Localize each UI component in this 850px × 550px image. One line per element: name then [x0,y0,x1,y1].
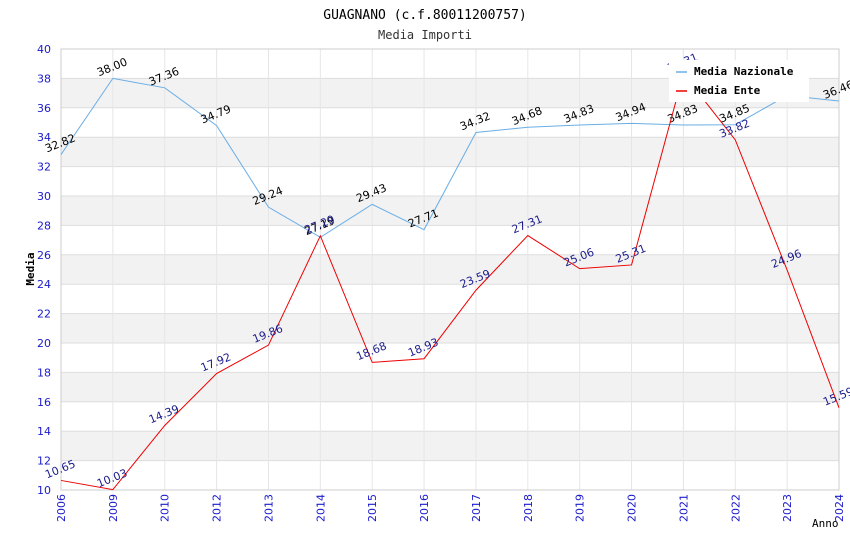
grid-band [61,225,839,255]
grid-band [61,196,839,226]
y-tick-label: 28 [37,219,51,232]
y-tick-label: 40 [37,43,51,56]
grid-band [61,343,839,373]
y-tick-label: 14 [37,425,51,438]
x-tick-label: 2012 [211,494,224,522]
y-tick-label: 24 [37,278,51,291]
y-axis: 10 12 14 16 18 20 22 24 26 28 30 32 34 36 38 40 [37,43,51,497]
y-tick-label: 34 [37,131,51,144]
y-tick-label: 20 [37,337,51,350]
chart-subtitle: Media Importi [378,28,472,42]
x-tick-label: 2023 [781,494,794,522]
x-tick-label: 2009 [107,494,120,522]
x-tick-label: 2010 [159,494,172,522]
legend-label-media-ente: Media Ente [694,84,761,97]
x-tick-label: 2017 [470,494,483,522]
y-tick-label: 32 [37,161,51,174]
x-tick-label: 2014 [314,494,327,522]
grid-band [61,372,839,402]
grid-band [61,284,839,314]
x-tick-label: 2015 [366,494,379,522]
legend-box [669,60,809,102]
y-axis-title: Media [24,252,37,285]
legend-label-media-nazionale: Media Nazionale [694,65,794,78]
x-tick-label: 2021 [677,494,690,522]
y-tick-label: 26 [37,249,51,262]
series-line-media-ente [60,72,840,491]
series-line-media-nazionale [60,77,840,238]
plot-frame [60,48,840,491]
x-tick-label: 2022 [729,494,742,522]
x-tick-label: 2020 [626,494,639,522]
y-tick-label: 16 [37,396,51,409]
x-axis-title: Anno [812,517,839,530]
grid-band [61,313,839,343]
x-tick-label: 2013 [262,494,275,522]
grid-band [61,107,839,138]
y-tick-label: 12 [37,455,51,468]
x-tick-label: 2006 [55,494,68,522]
y-tick-label: 18 [37,366,51,379]
plot-background-bands [60,48,840,491]
grid-band [61,137,839,167]
x-tick-label: 2018 [522,494,535,522]
x-tick-label: 2016 [418,494,431,522]
y-tick-label: 30 [37,190,51,203]
x-axis: 2006 2009 2010 2012 2013 2014 2015 2016 2017 2018… [55,494,846,522]
x-tick-label: 2019 [574,494,587,522]
grid-band [61,460,839,490]
grid-band [61,254,839,285]
x-tick-label: 2024 [833,494,846,522]
grid-band [61,431,839,461]
y-tick-label: 10 [37,484,51,497]
y-tick-label: 36 [37,102,51,115]
grid-band [61,401,839,432]
y-tick-label: 38 [37,72,51,85]
chart-title: GUAGNANO (c.f.80011200757) [323,8,527,23]
y-tick-label: 22 [37,308,51,321]
legend: Media Nazionale Media Ente [669,60,809,102]
